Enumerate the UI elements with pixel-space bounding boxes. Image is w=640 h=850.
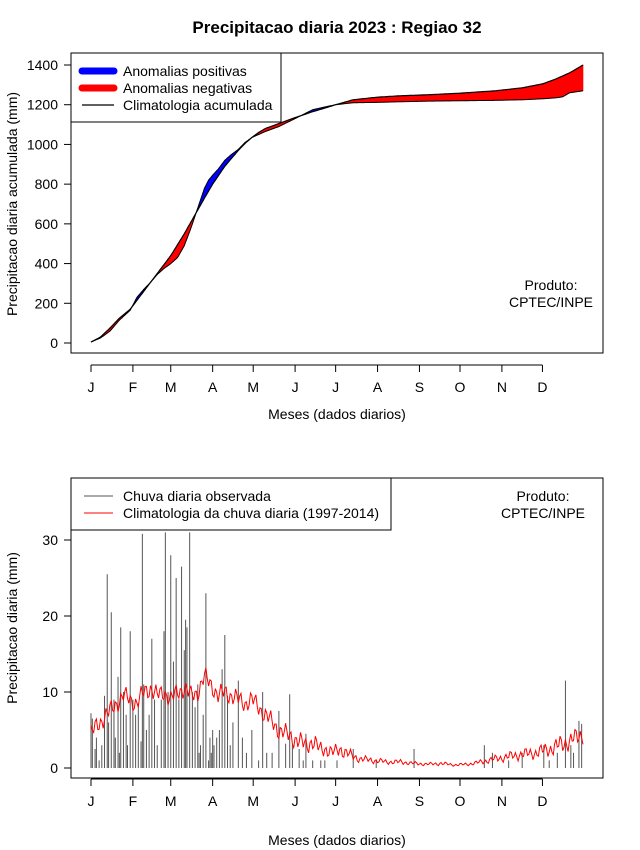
top-x-tick-label: S [415, 379, 424, 395]
bottom-x-axis-label: Meses (dados diarios) [268, 832, 406, 848]
top-x-tick-label: D [537, 379, 547, 395]
top-panel: J F M A M J J A S O N D 0 200 400 600 800 1000 1200 1400 M… [4, 52, 604, 422]
observed-daily-bars [90, 532, 583, 768]
bottom-x-tick-label: O [455, 793, 466, 809]
bottom-x-tick-label: S [415, 793, 424, 809]
bottom-annotation-line1: Produto: [517, 488, 570, 504]
bottom-x-tick-label: A [373, 793, 383, 809]
bottom-x-tick-label: J [332, 793, 339, 809]
top-x-tick-label: O [455, 379, 466, 395]
top-legend: Anomalias positivas Anomalias negativas … [70, 52, 282, 123]
bottom-x-tick-label: N [497, 793, 507, 809]
negative-anomaly-segment [581, 64, 584, 92]
top-x-tick-label: J [332, 379, 339, 395]
top-x-tick-label: M [247, 379, 259, 395]
top-annotation-line2: CPTEC/INPE [509, 294, 593, 310]
legend-label-negative: Anomalias negativas [123, 80, 252, 96]
bottom-y-axis-label: Precipitacao diaria (mm) [4, 552, 20, 704]
bottom-annotation-line2: CPTEC/INPE [501, 505, 585, 521]
top-x-axis-label: Meses (dados diarios) [268, 406, 406, 422]
bottom-x-tick-label: M [165, 793, 177, 809]
bottom-x-tick-label: A [208, 793, 218, 809]
bottom-panel: J F M A M J J A S O N D 0 10 20 30 Meses (dados diario… [4, 477, 604, 848]
top-y-axis: 0 200 400 600 800 1000 1200 1400 [27, 57, 72, 351]
top-x-tick-label: J [88, 379, 95, 395]
top-y-tick-label: 400 [35, 256, 59, 272]
top-x-tick-label: J [292, 379, 299, 395]
top-x-tick-label: N [497, 379, 507, 395]
bottom-y-axis: 0 10 20 30 [42, 532, 72, 776]
legend-label-positive: Anomalias positivas [123, 63, 247, 79]
bottom-legend: Chuva diaria observada Climatologia da c… [70, 477, 392, 531]
bottom-x-tick-label: J [292, 793, 299, 809]
bottom-y-tick-label: 30 [42, 532, 58, 548]
top-x-tick-label: A [373, 379, 383, 395]
top-y-tick-label: 600 [35, 216, 59, 232]
bottom-x-tick-label: F [129, 793, 138, 809]
bottom-x-tick-label: M [247, 793, 259, 809]
bottom-y-tick-label: 20 [42, 608, 58, 624]
top-x-tick-label: A [208, 379, 218, 395]
top-y-tick-label: 1400 [27, 57, 58, 73]
top-x-tick-label: F [129, 379, 138, 395]
chart-title: Precipitacao diaria 2023 : Regiao 32 [192, 18, 481, 37]
top-y-tick-label: 1200 [27, 97, 58, 113]
legend-label-climatology: Climatologia acumulada [123, 97, 273, 113]
top-y-tick-label: 1000 [27, 136, 58, 152]
bottom-x-tick-label: D [537, 793, 547, 809]
top-y-tick-label: 800 [35, 176, 59, 192]
top-y-tick-label: 0 [50, 335, 58, 351]
bottom-legend-box [70, 477, 392, 531]
top-annotation-line1: Produto: [525, 277, 578, 293]
climatology-daily-line [90, 667, 584, 767]
top-x-tick-label: M [165, 379, 177, 395]
legend-label-observed: Chuva diaria observada [123, 488, 271, 504]
top-y-axis-label: Precipitacao diaria acumulada (mm) [4, 92, 20, 316]
bottom-x-tick-label: J [88, 793, 95, 809]
legend-label-climatology-daily: Climatologia da chuva diaria (1997-2014) [123, 505, 379, 521]
climatology-cumulative-line [90, 64, 584, 343]
bottom-y-tick-label: 10 [42, 684, 58, 700]
top-y-tick-label: 200 [35, 295, 59, 311]
bottom-y-tick-label: 0 [50, 760, 58, 776]
